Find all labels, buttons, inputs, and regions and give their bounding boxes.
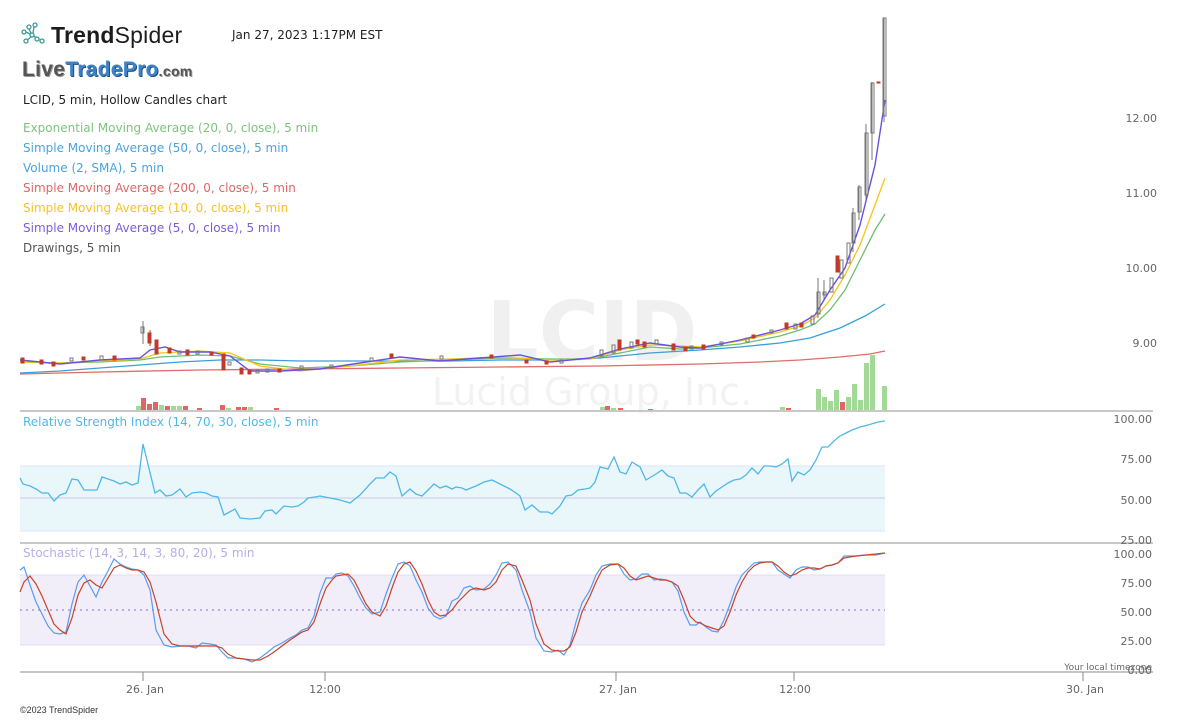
legend-ema20[interactable]: Exponential Moving Average (20, 0, close… — [23, 121, 319, 135]
stoch-y-axis: 100.00 75.00 50.00 25.00 0.00 — [1114, 548, 1153, 677]
sma200-line — [19, 350, 886, 375]
price-tick-11: 11.00 — [1126, 187, 1158, 200]
rsi-tick-75: 75.00 — [1121, 453, 1153, 466]
x-tick-27-jan: 27. Jan — [599, 683, 637, 696]
stoch-tick-50: 50.00 — [1121, 606, 1153, 619]
ltp-trade: TradePro — [65, 58, 159, 81]
legend-sma50[interactable]: Simple Moving Average (50, 0, close), 5 … — [23, 141, 289, 155]
x-tick-12-00-a: 12:00 — [309, 683, 341, 696]
rsi-line — [19, 420, 886, 520]
price-y-axis: 12.00 11.00 10.00 9.00 — [1126, 112, 1158, 350]
chart-title: LCID, 5 min, Hollow Candles chart — [23, 93, 228, 107]
x-tick-12-00-b: 12:00 — [779, 683, 811, 696]
price-tick-10: 10.00 — [1126, 262, 1158, 275]
legend-drawings[interactable]: Drawings, 5 min — [23, 241, 121, 255]
rsi-tick-100: 100.00 — [1114, 413, 1153, 426]
indicator-legend: Exponential Moving Average (20, 0, close… — [23, 118, 318, 258]
stoch-tick-100: 100.00 — [1114, 548, 1153, 561]
timezone-note: Your local timezone — [1063, 663, 1152, 673]
stoch-tick-0: 0.00 — [1128, 664, 1153, 677]
rsi-y-axis: 100.00 75.00 50.00 25.00 — [1114, 413, 1153, 547]
stochastic-title[interactable]: Stochastic (14, 3, 14, 3, 80, 20), 5 min — [23, 546, 255, 560]
stochastic-k-line — [19, 552, 886, 663]
legend-sma200[interactable]: Simple Moving Average (200, 0, close), 5… — [23, 181, 296, 195]
rsi-tick-25: 25.00 — [1121, 534, 1153, 547]
brand-bold: Trend — [51, 21, 115, 48]
livetradepro-watermark: LiveTradePro.com — [22, 58, 193, 82]
brand-light: Spider — [114, 21, 183, 48]
rsi-tick-50: 50.00 — [1121, 494, 1153, 507]
rsi-title[interactable]: Relative Strength Index (14, 70, 30, clo… — [23, 415, 318, 429]
price-tick-9: 9.00 — [1133, 337, 1158, 350]
trendspider-logo-icon — [21, 22, 45, 44]
rsi-pane — [19, 420, 886, 532]
company-watermark: Lucid Group, Inc. — [432, 370, 752, 414]
stoch-tick-25: 25.00 — [1121, 635, 1153, 648]
stochastic-d-line — [19, 552, 886, 661]
stoch-tick-75: 75.00 — [1121, 577, 1153, 590]
chart-timestamp: Jan 27, 2023 1:17PM EST — [232, 28, 383, 42]
sma50-line — [19, 303, 886, 374]
trendspider-brand: TrendSpider — [20, 20, 182, 50]
ltp-dotcom: .com — [158, 63, 193, 79]
legend-sma10[interactable]: Simple Moving Average (10, 0, close), 5 … — [23, 201, 289, 215]
price-candles — [20, 17, 887, 375]
x-axis — [142, 672, 1084, 681]
price-tick-12: 12.00 — [1126, 112, 1158, 125]
ltp-live: Live — [22, 58, 66, 81]
x-tick-30-jan: 30. Jan — [1066, 683, 1104, 696]
copyright: ©2023 TrendSpider — [20, 705, 99, 715]
legend-volume[interactable]: Volume (2, SMA), 5 min — [23, 161, 164, 175]
volume-bars — [136, 355, 887, 410]
legend-sma5[interactable]: Simple Moving Average (5, 0, close), 5 m… — [23, 221, 281, 235]
x-tick-26-jan: 26. Jan — [126, 683, 164, 696]
stochastic-pane — [19, 552, 886, 663]
